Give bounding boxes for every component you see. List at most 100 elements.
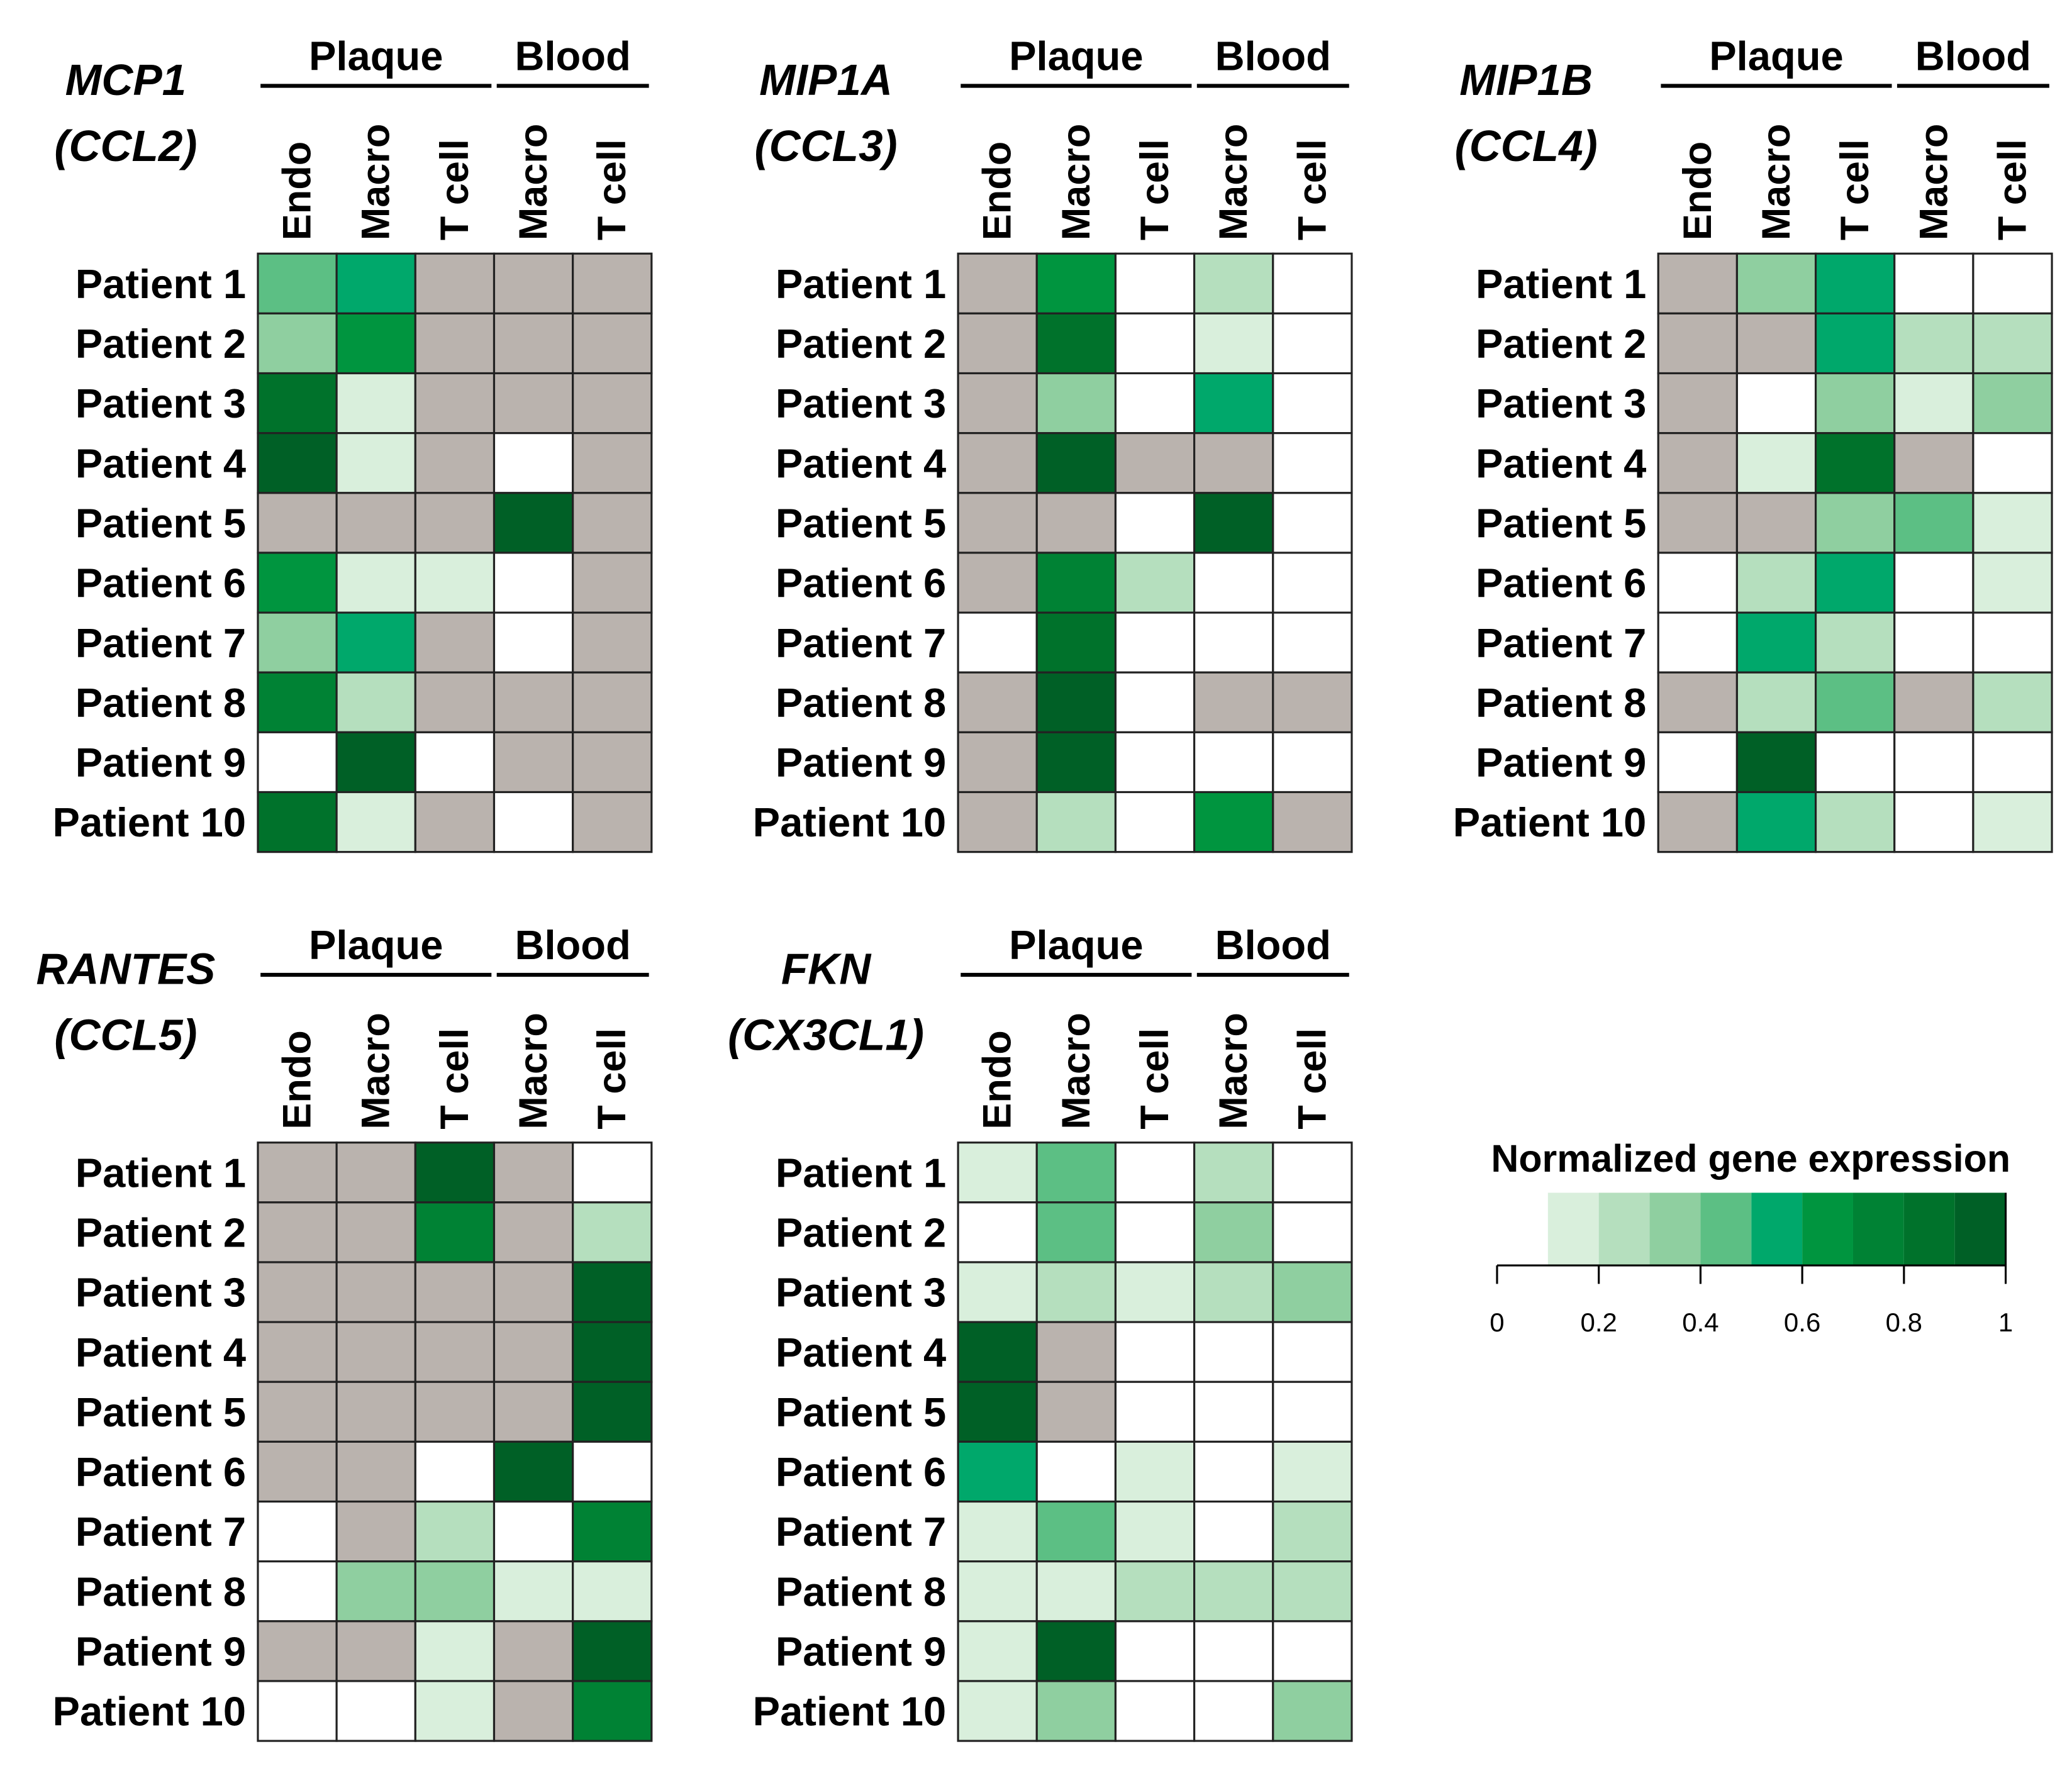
colorbar-bin (1852, 1192, 1904, 1266)
column-label: T cell (1133, 1028, 1177, 1130)
heatmap-cell (957, 552, 1038, 614)
row-label: Patient 8 (1476, 680, 1646, 726)
column-label: T cell (433, 139, 477, 240)
colorbar-bin (1649, 1192, 1701, 1266)
heatmap-cell (572, 671, 653, 733)
group-label: Blood (515, 922, 630, 968)
heatmap-cell (414, 1201, 496, 1263)
heatmap-cell (1035, 312, 1117, 375)
row-label: Patient 7 (776, 620, 946, 666)
heatmap-cell (1272, 671, 1353, 733)
heatmap-cell (1035, 252, 1117, 314)
heatmap-cell (957, 731, 1038, 794)
heatmap-cell (957, 1440, 1038, 1503)
heatmap-cell (257, 432, 338, 494)
row-label: Patient 2 (1476, 321, 1646, 367)
heatmap-cell (414, 1321, 496, 1383)
heatmap-cell (1893, 372, 1975, 435)
heatmap-cell (1272, 1440, 1353, 1503)
heatmap-cell (335, 1201, 416, 1263)
heatmap-cell (572, 1680, 653, 1742)
heatmap-cell (1735, 432, 1817, 494)
heatmap-cell (1272, 1500, 1353, 1563)
heatmap-cell (1893, 671, 1975, 733)
colorbar-bin (1598, 1192, 1650, 1266)
heatmap-cell (1657, 611, 1738, 674)
heatmap-cell (257, 1560, 338, 1623)
row-label: Patient 5 (75, 500, 246, 546)
heatmap-cell (957, 372, 1038, 435)
heatmap-cell (414, 252, 496, 314)
heatmap-cell (335, 312, 416, 375)
heatmap-cell (493, 1201, 574, 1263)
heatmap-cell (335, 791, 416, 853)
heatmap-cell (335, 671, 416, 733)
heatmap-cell (1657, 791, 1738, 853)
heatmap-cell (1893, 492, 1975, 554)
heatmap-cell (1114, 1620, 1196, 1682)
heatmap-cell (572, 1440, 653, 1503)
row-label: Patient 1 (776, 1150, 946, 1196)
heatmap-cell (957, 432, 1038, 494)
heatmap-cell (257, 372, 338, 435)
heatmap-cell (957, 1261, 1038, 1323)
heatmap-cell (257, 1380, 338, 1443)
heatmap-cell (335, 731, 416, 794)
row-label: Patient 4 (75, 440, 246, 486)
heatmap-cell (257, 552, 338, 614)
column-label: Macro (511, 1013, 555, 1130)
column-label: Macro (1054, 1013, 1098, 1130)
row-label: Patient 10 (53, 1689, 247, 1735)
heatmap-cell (572, 611, 653, 674)
heatmap-cell (1035, 432, 1117, 494)
heatmap-cell (335, 1321, 416, 1383)
heatmap-cell (572, 791, 653, 853)
heatmap-cell (572, 1321, 653, 1383)
heatmap-cell (414, 671, 496, 733)
heatmap-cell (957, 1620, 1038, 1682)
row-label: Patient 10 (1453, 799, 1647, 845)
heatmap-cell (414, 552, 496, 614)
heatmap-cell (1893, 611, 1975, 674)
heatmap-cell (335, 552, 416, 614)
heatmap-cell (1035, 611, 1117, 674)
heatmap-cell (1193, 1680, 1274, 1742)
heatmap-cell (493, 252, 574, 314)
colorbar-tick-label: 0.6 (1784, 1308, 1820, 1337)
heatmap-cell (257, 1500, 338, 1563)
heatmap-cell (1972, 432, 2053, 494)
group-label: Plaque (309, 922, 443, 968)
heatmap-cell (1272, 492, 1353, 554)
heatmap-cell (1035, 1440, 1117, 1503)
heatmap-cell (335, 1680, 416, 1742)
panel-subtitle: (CCL2) (54, 121, 197, 170)
heatmap-cell (1114, 1261, 1196, 1323)
heatmap-cell (1035, 552, 1117, 614)
group-label: Blood (1215, 33, 1331, 79)
colorbar-tick-label: 1 (1998, 1308, 2013, 1337)
heatmap-cell (1193, 1620, 1274, 1682)
heatmap-cell (1657, 372, 1738, 435)
colorbar-bin (1954, 1192, 2006, 1266)
heatmap-cell (1272, 1560, 1353, 1623)
heatmap-cell (414, 312, 496, 375)
heatmap-cell (1114, 432, 1196, 494)
row-label: Patient 2 (776, 1210, 946, 1256)
heatmap-cell (1193, 552, 1274, 614)
heatmap-cell (1814, 372, 1896, 435)
panel-title: MCP1 (65, 55, 187, 104)
row-label: Patient 6 (75, 560, 246, 606)
heatmap-cell (1893, 252, 1975, 314)
row-label: Patient 9 (75, 1628, 246, 1674)
heatmap-cell (1272, 372, 1353, 435)
row-label: Patient 6 (776, 560, 946, 606)
colorbar-bin (1547, 1192, 1599, 1266)
heatmap-cell (1814, 731, 1896, 794)
heatmap-cell (1814, 492, 1896, 554)
heatmap-cell (493, 611, 574, 674)
heatmap-cell (957, 1321, 1038, 1383)
heatmap-cell (957, 492, 1038, 554)
row-label: Patient 5 (776, 500, 946, 546)
heatmap-cell (572, 1141, 653, 1204)
